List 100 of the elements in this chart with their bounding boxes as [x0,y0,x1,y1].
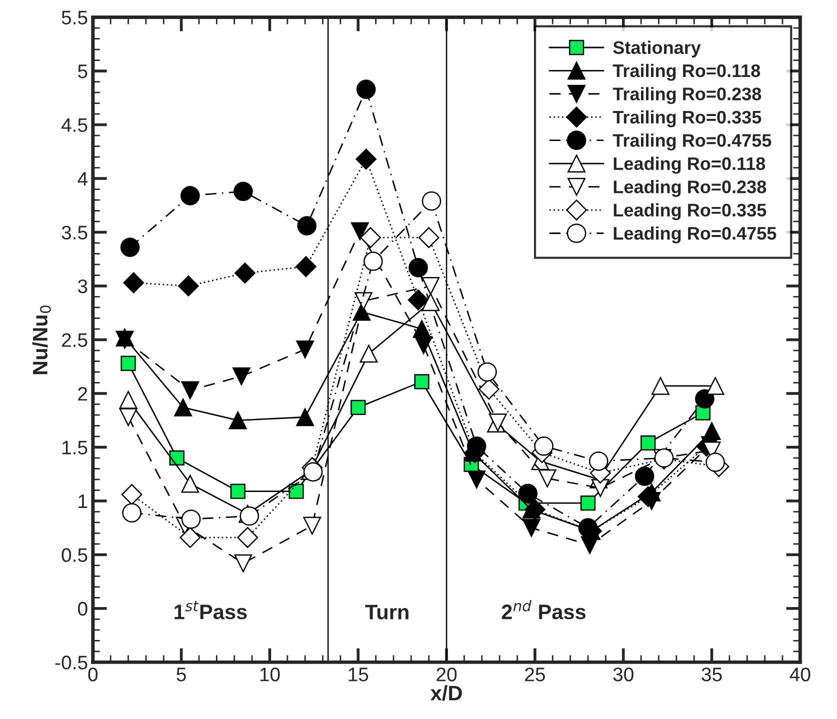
point [232,367,250,386]
point [534,436,554,456]
point [120,238,140,257]
point [122,503,142,522]
point [356,148,377,170]
point [652,376,670,395]
point [230,484,246,499]
x-tick-label: 15 [348,668,368,682]
point [468,470,486,488]
point [408,258,428,278]
point [296,408,314,426]
legend-label: Trailing Ro=0.238 [612,87,762,104]
y-tick-label: 1.5 [62,440,88,454]
annotation: Turn [365,604,408,620]
point [174,398,192,416]
legend-label: Trailing Ro=0.4755 [612,134,772,150]
point [414,336,433,354]
annotation: 1$^{st}$Pass [174,600,247,620]
point [522,518,540,537]
point [638,486,659,508]
point [538,469,556,488]
legend-label: Leading Ro=0.335 [614,203,766,220]
point [706,376,724,395]
legend-label: Leading Ro=0.118 [614,156,766,174]
y-tick-label: 0 [78,602,88,616]
point [234,262,256,284]
point [414,374,430,390]
point [297,216,317,236]
x-tick-label: 30 [613,668,634,682]
x-axis-title: x/D [430,685,462,701]
point [478,362,497,382]
point [640,435,656,450]
point [360,227,381,248]
x-tick-label: 35 [702,668,722,682]
point [422,191,442,211]
annotation: 2$^{nd}$ Pass [502,600,586,620]
legend-label: Trailing Ro=0.335 [612,110,762,128]
point [364,252,383,271]
x-tick-label: 10 [260,668,280,682]
point [422,293,440,312]
point [303,516,322,535]
point [120,356,136,371]
y-tick-label: -0.5 [55,656,88,670]
x-tick-label: 20 [436,668,457,682]
point [524,499,546,520]
legend-label: Leading Ro=0.4755 [614,226,776,244]
y-tick-label: 5.5 [62,10,88,24]
y-tick-label: 4 [78,172,88,186]
y-tick-label: 3.5 [62,226,88,240]
legend-label: Leading Ro=0.238 [614,180,766,197]
point [296,340,314,358]
point [121,484,142,505]
point [418,227,440,248]
point [578,518,598,538]
point [228,411,247,430]
point [634,466,654,486]
point [360,344,378,363]
y-tick-label: 2 [78,386,88,401]
point [181,474,200,493]
x-tick-label: 0 [88,668,98,682]
point [350,400,366,416]
point [303,462,323,482]
point [706,452,725,472]
point [408,290,429,310]
legend-label: Trailing Ro=0.118 [612,64,760,81]
y-tick-label: 5 [78,64,88,78]
x-tick-label: 40 [790,668,810,682]
point [354,292,372,310]
point [234,182,253,202]
point [237,527,258,548]
y-tick-label: 1 [78,494,88,508]
point [350,222,369,240]
point [580,496,596,511]
point [478,378,500,400]
point [180,527,201,548]
point [119,408,138,426]
y-tick-label: 3 [78,279,88,294]
x-tick-label: 25 [525,668,545,682]
point [178,276,199,296]
legend-label: Stationary [613,40,701,58]
y-tick-label: 2.5 [62,333,88,347]
y-tick-label: 4.5 [61,118,88,132]
y-axis-title: Nu/Nu$_{0}$ [32,306,51,374]
point [119,390,138,409]
point [169,450,184,466]
x-tick-label: 5 [176,668,186,682]
point [180,186,200,206]
y-tick-label: 0.5 [62,548,88,562]
point [240,506,260,526]
point [123,272,144,294]
point [181,510,201,529]
point [695,389,714,408]
point [422,277,440,295]
point [296,256,316,278]
point [288,484,304,499]
point [356,80,376,99]
point [588,452,608,471]
point [518,484,538,504]
point [181,381,200,400]
point [234,554,252,572]
